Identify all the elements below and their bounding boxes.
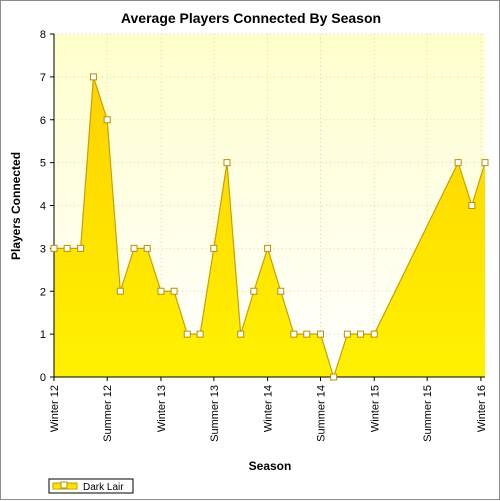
- chart-title: Average Players Connected By Season: [121, 10, 381, 26]
- data-point: [454, 159, 462, 167]
- y-tick-label: 1: [40, 329, 46, 341]
- data-point: [468, 202, 476, 209]
- data-point: [357, 330, 365, 338]
- x-tick-label: Winter 12: [49, 385, 61, 432]
- data-point: [277, 287, 285, 295]
- data-point: [77, 244, 85, 252]
- data-point: [223, 159, 231, 167]
- data-point: [89, 73, 97, 81]
- data-point: [157, 287, 165, 295]
- data-point: [343, 330, 351, 338]
- data-point: [370, 330, 378, 338]
- x-tick-label: Winter 16: [476, 385, 488, 432]
- legend: Dark Lair: [48, 478, 134, 494]
- y-tick-label: 5: [40, 158, 46, 170]
- data-markers: [50, 73, 489, 381]
- y-axis-ticks: 0 1 2 3 4 5 6 7 8: [40, 29, 54, 384]
- legend-label: Dark Lair: [83, 482, 124, 493]
- data-point: [196, 330, 204, 338]
- series-line: [54, 76, 486, 380]
- x-tick-label: Winter 15: [369, 385, 381, 432]
- data-point: [237, 330, 245, 338]
- data-point: [290, 330, 298, 338]
- x-tick-label: Summer 15: [422, 385, 434, 442]
- data-point: [63, 244, 71, 252]
- y-tick-label: 0: [40, 372, 46, 384]
- x-tick-label: Summer 14: [315, 385, 327, 442]
- data-point: [264, 244, 272, 252]
- data-point: [330, 373, 338, 381]
- y-tick-label: 2: [40, 286, 46, 298]
- x-tick-label: Summer 12: [102, 385, 114, 442]
- data-point: [143, 244, 151, 252]
- x-axis-title: Season: [249, 459, 292, 473]
- data-point: [50, 244, 58, 252]
- x-tick-label: Summer 13: [209, 385, 221, 442]
- x-tick-label: Winter 14: [263, 385, 275, 432]
- data-point: [250, 287, 258, 295]
- area-fill: [54, 76, 485, 377]
- data-point: [183, 330, 191, 338]
- data-point: [103, 116, 111, 124]
- data-point: [303, 330, 311, 338]
- data-point: [116, 287, 124, 295]
- y-tick-label: 6: [40, 115, 46, 127]
- y-tick-label: 8: [40, 29, 46, 41]
- data-point: [170, 287, 178, 295]
- y-axis-title: Players Connected: [9, 152, 23, 260]
- x-tick-label: Winter 13: [156, 385, 168, 432]
- y-tick-label: 7: [40, 72, 46, 84]
- data-point: [316, 330, 324, 338]
- x-axis-ticks: Winter 12 Summer 12 Winter 13 Summer 13 Wint…: [49, 377, 488, 442]
- data-point: [130, 244, 138, 252]
- y-tick-label: 3: [40, 243, 46, 255]
- legend-marker: [60, 481, 68, 489]
- data-point: [210, 244, 218, 252]
- data-area: [54, 76, 486, 380]
- y-tick-label: 4: [40, 201, 46, 213]
- data-point: [481, 159, 489, 167]
